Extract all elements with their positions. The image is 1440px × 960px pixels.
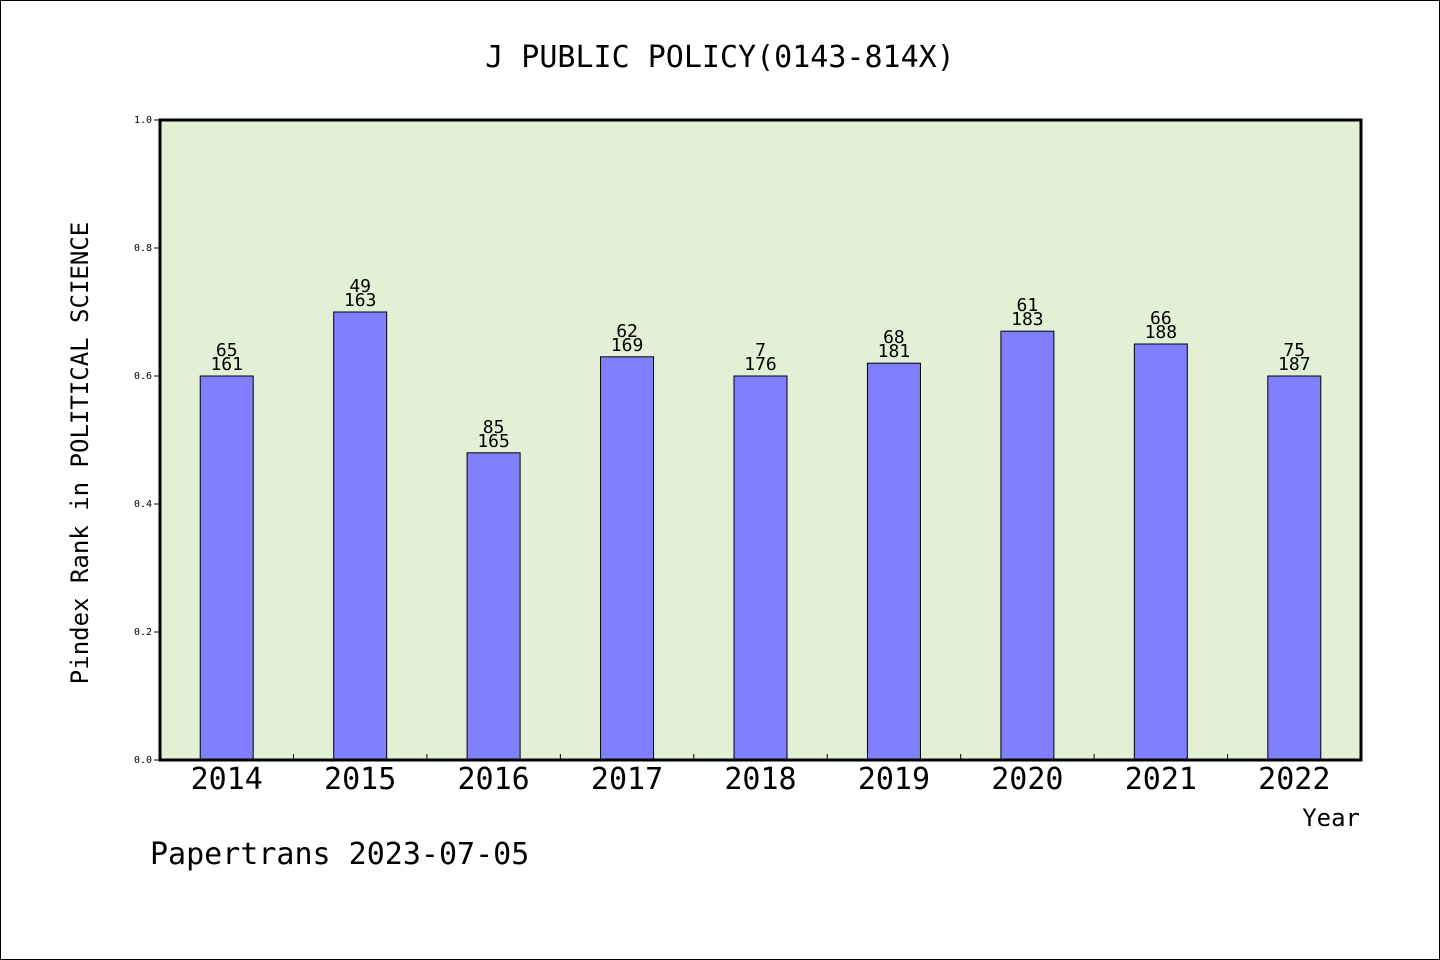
bar-2019 <box>866 362 921 761</box>
rank-label-2020: 61 <box>1017 295 1039 316</box>
rank-label-2014: 65 <box>216 340 238 361</box>
total-label-2015: 163 <box>344 290 377 311</box>
x-tick-label-2020: 2020 <box>991 762 1063 797</box>
y-tick-label: 0.2 <box>134 627 152 638</box>
rank-label-2018: 7 <box>755 340 766 361</box>
bar-2018 <box>733 375 788 761</box>
bar-2016 <box>466 452 521 761</box>
total-label-2019: 181 <box>878 341 911 362</box>
rank-label-2019: 68 <box>883 327 905 348</box>
total-label-2018: 176 <box>744 354 777 375</box>
x-tick-label-2015: 2015 <box>324 762 396 797</box>
x-tick-label-2014: 2014 <box>191 762 263 797</box>
total-label-2016: 165 <box>477 431 510 452</box>
rank-label-2021: 66 <box>1150 308 1172 329</box>
footer-credit: Papertrans 2023-07-05 <box>150 837 529 872</box>
total-label-2022: 187 <box>1278 354 1311 375</box>
x-axis-label: Year <box>1302 804 1360 832</box>
bar-2017 <box>600 356 655 761</box>
x-tick-label-2019: 2019 <box>858 762 930 797</box>
y-tick-label: 0.8 <box>134 243 152 254</box>
x-tick-label-2021: 2021 <box>1125 762 1197 797</box>
y-axis: 0.0 0.2 0.4 0.6 0.8 1.0 <box>134 115 160 766</box>
chart-title: J PUBLIC POLICY(0143-814X) <box>485 40 955 75</box>
y-tick-label: 0.6 <box>134 371 152 382</box>
rank-label-2015: 49 <box>349 276 371 297</box>
y-axis-label: Pindex Rank in POLITICAL SCIENCE <box>66 222 94 684</box>
x-tick-label-2016: 2016 <box>457 762 529 797</box>
total-label-2014: 161 <box>210 354 243 375</box>
bar-2014 <box>199 375 254 761</box>
total-label-2017: 169 <box>611 335 644 356</box>
y-tick-label: 1.0 <box>134 115 152 126</box>
x-axis: 2014 2015 2016 2017 2018 2019 2020 2021 2022 <box>191 754 1330 797</box>
total-label-2021: 188 <box>1145 322 1178 343</box>
bars <box>199 311 1322 761</box>
x-tick-label-2018: 2018 <box>724 762 796 797</box>
bar-2015 <box>333 311 388 761</box>
bar-2021 <box>1133 343 1188 761</box>
plot-border <box>158 118 1363 762</box>
bar-2020 <box>1000 330 1055 761</box>
rank-label-2022: 75 <box>1283 340 1305 361</box>
rank-label-2016: 85 <box>483 417 505 438</box>
bar-2022 <box>1267 375 1322 761</box>
rank-label-2017: 62 <box>616 321 638 342</box>
x-tick-label-2017: 2017 <box>591 762 663 797</box>
total-label-2020: 183 <box>1011 309 1044 330</box>
y-tick-label: 0.4 <box>134 499 152 510</box>
y-tick-label: 0.0 <box>134 755 152 766</box>
x-tick-label-2022: 2022 <box>1258 762 1330 797</box>
